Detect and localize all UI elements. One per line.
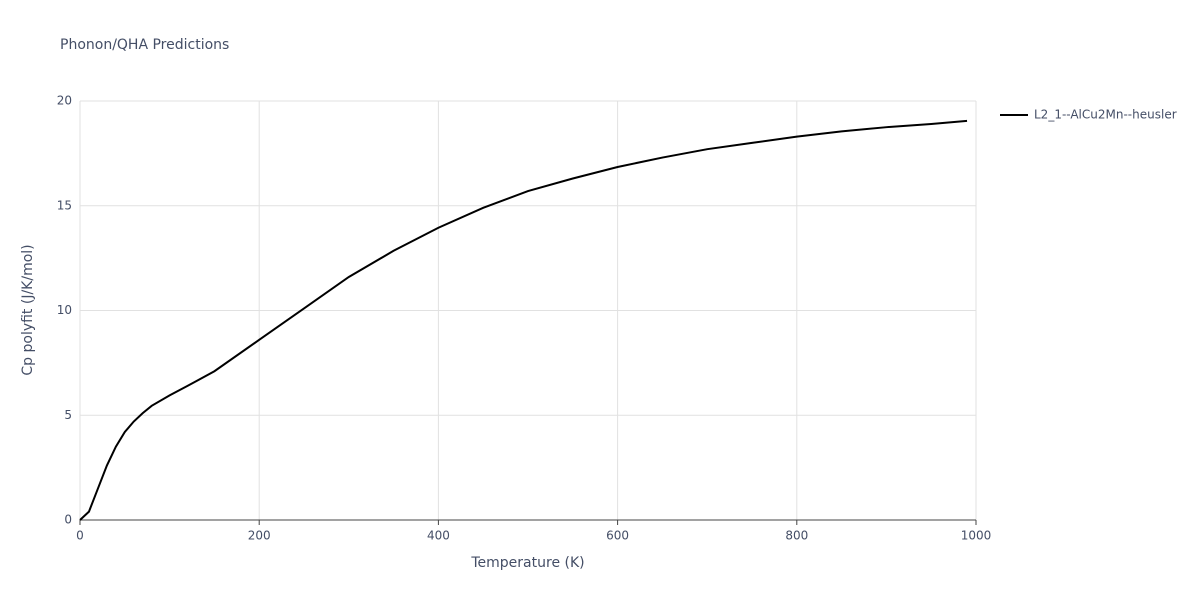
chart-title: Phonon/QHA Predictions — [60, 37, 229, 53]
x-tick-label: 600 — [606, 529, 629, 543]
y-tick-label: 20 — [57, 94, 72, 108]
y-tick-label: 5 — [64, 408, 72, 422]
y-axis-title: Cp polyfit (J/K/mol) — [20, 244, 36, 375]
x-axis-title: Temperature (K) — [470, 555, 584, 571]
data-line — [79, 119, 968, 521]
x-tick-label: 400 — [427, 529, 450, 543]
x-tick-label: 800 — [785, 529, 808, 543]
legend-label: L2_1--AlCu2Mn--heusler — [1034, 108, 1177, 122]
x-tick-label: 1000 — [961, 529, 992, 543]
y-tick-label: 0 — [64, 513, 72, 527]
x-tick-label: 0 — [76, 529, 84, 543]
x-tick-label: 200 — [248, 529, 271, 543]
y-tick-label: 10 — [57, 303, 72, 317]
y-tick-label: 15 — [57, 198, 72, 212]
